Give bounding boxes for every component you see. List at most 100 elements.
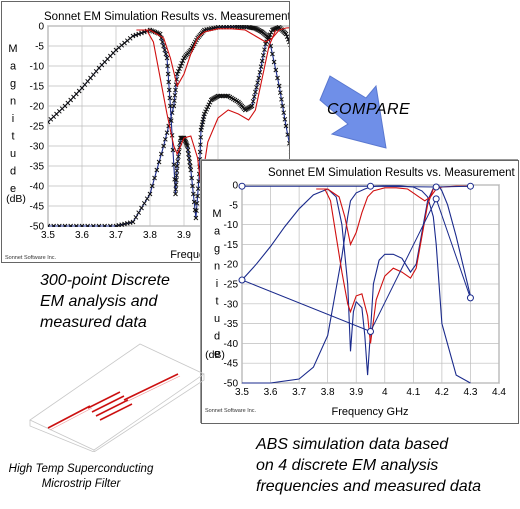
y-tick-label: 0 [38,22,44,33]
data-marker [136,210,142,216]
caption-right-line-2: on 4 discrete EM analysis [256,457,439,474]
chart-abs-simulation: Sonnet EM Simulation Results vs. Measure… [205,167,516,418]
data-marker [198,134,204,140]
data-marker [166,87,172,93]
caption-right-line-3: frequencies and measured data [256,478,482,495]
data-marker [174,168,180,174]
x-tick-label: 4.3 [463,387,477,398]
data-marker [265,36,271,42]
data-marker [178,63,183,69]
data-marker [168,118,174,124]
data-marker [271,59,277,65]
data-marker [144,196,150,202]
y-axis-label-letter: a [214,226,221,238]
data-marker [277,90,283,96]
data-marker [165,71,171,77]
data-marker [190,191,196,197]
data-marker [202,111,207,117]
x-tick-label: 3.7 [292,387,306,398]
y-axis-label-letter: M [8,43,17,55]
x-tick-label: 4.4 [492,387,506,398]
y-axis-label-letter: u [10,148,16,160]
data-marker [149,183,155,189]
series-line [242,197,471,333]
y-axis-label-letter: u [214,313,220,325]
data-marker [161,43,166,49]
data-marker [217,93,223,99]
y-axis-label-letter: n [10,96,16,108]
data-marker [167,95,173,101]
data-marker [258,64,264,70]
data-marker [170,147,176,153]
filter-caption: High Temp Superconducting Microstrip Fil… [6,462,156,492]
data-marker [79,223,85,227]
data-point [466,182,474,190]
data-marker [187,159,193,165]
data-marker [194,208,199,214]
data-point [367,328,374,336]
y-axis-label-letter: t [215,296,218,308]
data-marker [284,34,290,40]
data-marker [160,39,165,45]
data-marker [186,151,191,157]
caption-right: ABS simulation data based on 4 discrete … [256,434,481,497]
x-tick-label: 3.6 [264,387,278,398]
data-marker [68,223,74,227]
data-marker [187,163,193,169]
compare-arrow-icon [319,75,387,149]
data-marker [56,223,62,227]
data-marker [174,71,180,77]
data-marker [173,177,179,183]
data-marker [172,92,178,98]
x-tick-label: 4 [382,387,388,398]
y-axis-label-letter: e [214,348,220,360]
data-marker [172,98,177,104]
data-point [432,183,440,191]
data-marker [270,51,275,57]
y-tick-label: -5 [35,42,44,53]
y-tick-label: -25 [224,280,239,291]
x-tick-label: 4.1 [406,387,420,398]
series-line [242,185,471,188]
data-marker [194,200,200,206]
x-tick-label: 3.7 [109,230,123,241]
y-tick-label: -35 [224,319,239,330]
series-line [136,26,320,88]
data-marker [262,47,267,53]
x-tick-label: 4.2 [435,387,449,398]
data-marker [193,215,199,221]
data-point [238,182,246,190]
data-marker [174,172,179,178]
y-tick-label: -10 [224,220,239,231]
data-marker [168,103,173,109]
y-tick-label: -50 [30,222,45,233]
data-marker [107,223,113,227]
data-marker [141,200,147,206]
data-point [432,195,440,203]
x-tick-label: 3.9 [349,387,363,398]
data-marker [177,66,182,72]
data-marker [195,186,201,192]
data-marker [254,84,259,90]
data-marker [215,93,221,99]
data-marker [275,75,280,81]
data-marker [183,139,189,145]
caption-left-line-1: 300-point Discrete [40,272,170,289]
data-marker [90,223,96,227]
y-axis-label-letter: d [214,331,220,343]
data-marker [222,93,228,99]
caption-left-line-2: EM analysis and [40,293,158,310]
y-tick-label: -20 [30,102,45,113]
x-tick-label: 3.5 [41,230,55,241]
data-marker [190,183,195,189]
data-marker [175,68,181,74]
data-marker [185,147,191,153]
data-marker [163,51,169,57]
data-marker [158,35,164,41]
filter-caption-line-2: Microstrip Filter [41,478,121,490]
chart-footer: Sonnet Software Inc. [205,408,257,414]
data-marker [156,159,162,165]
y-tick-label: -10 [30,62,45,73]
data-marker [263,41,268,47]
data-marker [133,214,139,220]
